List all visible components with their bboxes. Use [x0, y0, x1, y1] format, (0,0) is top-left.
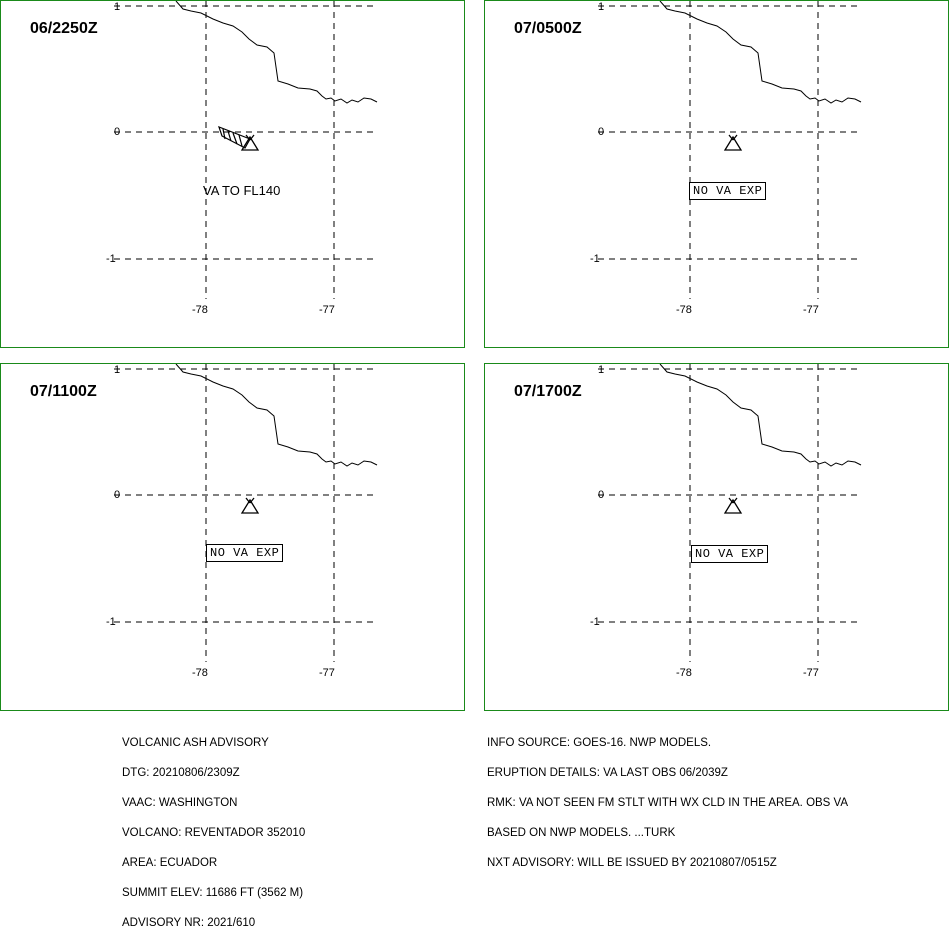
map-panel-1: 06/2250Z 1 0 -1 -78 -77 VA TO FL140	[0, 0, 465, 348]
panel-time: 07/1100Z	[30, 383, 97, 400]
advisory-line: ADVISORY NR: 2021/610	[122, 917, 256, 929]
ash-cloud-polygon	[218, 125, 251, 149]
map-canvas-2	[598, 1, 862, 299]
lat-label: -1	[590, 253, 600, 265]
advisory-line: ERUPTION DETAILS: VA LAST OBS 06/2039Z	[487, 767, 728, 779]
map-canvas-4	[598, 364, 862, 662]
volcano-icon	[240, 134, 260, 151]
lat-label: 1	[114, 364, 121, 376]
lon-label: -78	[676, 304, 692, 316]
coastline	[659, 1, 862, 104]
ash-note: VA TO FL140	[203, 183, 281, 198]
map-panel-2: 07/0500Z 1 0 -1 -78 -77 NO VA EXP	[484, 0, 949, 348]
no-va-box: NO VA EXP	[206, 544, 284, 562]
lon-label: -78	[192, 304, 208, 316]
lat-label: 0	[598, 126, 605, 138]
map-canvas-1	[114, 1, 378, 299]
advisory-line: SUMMIT ELEV: 11686 FT (3562 M)	[122, 887, 304, 899]
volcano-icon	[723, 497, 743, 514]
volcano-icon	[240, 497, 260, 514]
advisory-line: BASED ON NWP MODELS. ...TURK	[487, 827, 676, 839]
lat-label: 0	[598, 489, 605, 501]
panel-time: 07/1700Z	[514, 383, 582, 400]
no-va-box: NO VA EXP	[689, 182, 767, 200]
advisory-line: AREA: ECUADOR	[122, 857, 218, 869]
advisory-right: INFO SOURCE: GOES-16. NWP MODELS. ERUPTI…	[487, 718, 848, 878]
map-canvas-3	[114, 364, 378, 662]
advisory-line: VOLCANIC ASH ADVISORY	[122, 737, 269, 749]
map-panel-3: 07/1100Z 1 0 -1 -78 -77 NO VA EXP	[0, 363, 465, 711]
advisory-line: RMK: VA NOT SEEN FM STLT WITH WX CLD IN …	[487, 797, 849, 809]
panel-time: 07/0500Z	[514, 20, 582, 37]
lat-label: 1	[598, 1, 605, 13]
coastline	[659, 364, 862, 467]
coastline	[175, 364, 378, 467]
lat-label: 0	[114, 489, 121, 501]
advisory-line: VAAC: WASHINGTON	[122, 797, 238, 809]
lat-label: 1	[598, 364, 605, 376]
map-panel-4: 07/1700Z 1 0 -1 -78 -77 NO VA EXP	[484, 363, 949, 711]
lon-label: -77	[803, 667, 819, 679]
advisory-line: NXT ADVISORY: WILL BE ISSUED BY 20210807…	[487, 857, 777, 869]
lat-label: -1	[106, 253, 116, 265]
no-va-box: NO VA EXP	[691, 545, 769, 563]
lon-label: -77	[319, 667, 335, 679]
lon-label: -77	[803, 304, 819, 316]
lat-label: -1	[106, 616, 116, 628]
volcano-icon	[723, 134, 743, 151]
lon-label: -78	[192, 667, 208, 679]
advisory-left: VOLCANIC ASH ADVISORY DTG: 20210806/2309…	[122, 718, 305, 938]
advisory-line: DTG: 20210806/2309Z	[122, 767, 240, 779]
advisory-line: INFO SOURCE: GOES-16. NWP MODELS.	[487, 737, 712, 749]
panel-time: 06/2250Z	[30, 20, 98, 37]
lat-label: 1	[114, 1, 121, 13]
lon-label: -78	[676, 667, 692, 679]
lat-label: 0	[114, 126, 121, 138]
lon-label: -77	[319, 304, 335, 316]
advisory-line: VOLCANO: REVENTADOR 352010	[122, 827, 306, 839]
lat-label: -1	[590, 616, 600, 628]
coastline	[175, 1, 378, 104]
